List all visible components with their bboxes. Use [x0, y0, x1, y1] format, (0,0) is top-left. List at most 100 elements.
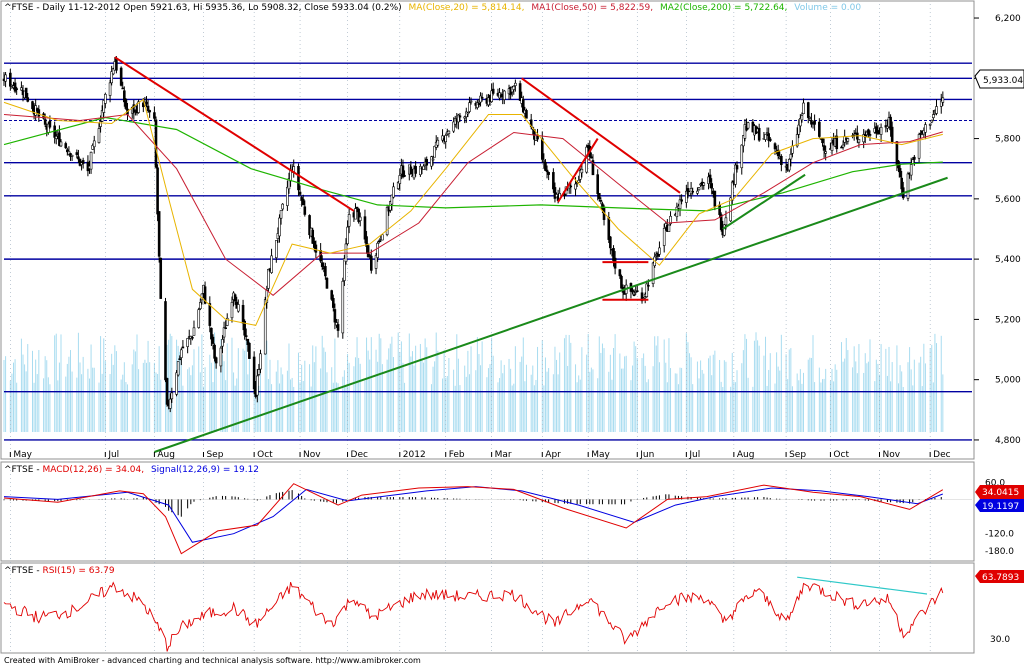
candle-body [341, 280, 345, 334]
candle-body [799, 118, 802, 127]
candle-body [154, 119, 158, 168]
candle-body [119, 67, 123, 86]
candle-body [370, 255, 373, 271]
candle-body [286, 186, 289, 206]
candle-body [669, 215, 672, 225]
candle-body [392, 186, 395, 198]
candle-body [857, 139, 861, 143]
trend-line [521, 77, 681, 194]
candle-body [553, 187, 557, 199]
candle-body [54, 136, 58, 139]
candle-body [241, 304, 245, 324]
candle-body [724, 217, 728, 226]
trend-lines [114, 56, 948, 453]
ma200-line [3, 116, 943, 212]
candle-body [675, 206, 679, 218]
candle-body [221, 339, 224, 347]
volume-legend: Volume = 0.00 [794, 3, 861, 13]
candle-body [99, 121, 102, 127]
candle-body [569, 185, 573, 188]
candle-body [521, 99, 525, 113]
candle-body [578, 169, 582, 180]
candle-body [545, 169, 549, 173]
x-tick-label: Sep [789, 450, 806, 460]
candle-body [275, 240, 278, 258]
x-tick-label: Dec [933, 450, 950, 460]
trend-line [114, 56, 355, 212]
candle-body [311, 229, 315, 244]
rsi-y-tick-label: 30.0 [990, 635, 1010, 645]
candle-body [708, 174, 712, 183]
candle-body [729, 197, 732, 222]
x-tick-label: Aug [737, 450, 755, 460]
candle-body [540, 138, 544, 160]
candle-body [780, 155, 783, 165]
candle-body [213, 344, 216, 359]
candle-body [479, 95, 482, 103]
candle-body [580, 168, 584, 174]
candle-body [354, 208, 357, 220]
candle-body [314, 244, 318, 253]
candle-body [658, 247, 661, 255]
rsi-panel-frame [0, 562, 975, 654]
price-header-prefix: ^FTSE - Daily 11-12-2012 Open 5921.63, H… [4, 3, 402, 13]
candle-body [789, 153, 793, 160]
candle-body [191, 336, 194, 339]
candle-body [301, 198, 305, 206]
candle-body [124, 99, 128, 109]
candle-body [374, 255, 378, 269]
candle-body [366, 245, 370, 258]
candle-body [67, 151, 71, 155]
candle-body [635, 290, 639, 293]
candle-body [514, 82, 517, 86]
candle-body [868, 134, 872, 136]
axis-labels: May Jul Aug Sep Oct Nov Dec 2012 Feb Mar Apr May Jun… [9, 14, 1021, 645]
footer-credit: Created with AmiBroker - advanced charti… [4, 656, 421, 665]
candle-body [773, 143, 777, 150]
candle-body [78, 158, 82, 166]
candle-body [24, 87, 28, 99]
candle-body [913, 156, 916, 160]
candle-body [631, 289, 634, 293]
x-tick-label: Jun [639, 450, 654, 460]
candle-body [197, 309, 201, 328]
candle-body [148, 110, 151, 113]
macd-panel-frame [0, 461, 975, 562]
candle-body [768, 138, 772, 141]
macd-value-flag: 34.0415 [975, 485, 1024, 499]
candle-body [246, 338, 250, 346]
candle-body [662, 228, 666, 246]
candle-body [490, 90, 493, 103]
candle-body [900, 177, 903, 190]
candle-body [542, 160, 546, 162]
candle-body [210, 327, 213, 340]
price-y-tick-label: 5,000 [995, 376, 1021, 386]
candle-body [97, 128, 101, 143]
candle-body [840, 146, 843, 149]
price-series [2, 56, 945, 413]
candle-body [278, 217, 281, 237]
candle-body [436, 139, 440, 146]
candle-body [336, 324, 340, 331]
candle-body [363, 216, 367, 240]
rsi-header: ^FTSE - RSI(15) = 63.79 [4, 566, 115, 576]
rsi-series [3, 576, 944, 652]
x-tick-label: Apr [545, 450, 561, 460]
candle-body [390, 194, 394, 205]
price-y-tick-label: 5,600 [995, 195, 1021, 205]
candle-body [697, 187, 701, 191]
candle-body [468, 102, 471, 112]
x-tick-label: Sep [206, 450, 223, 460]
candle-body [186, 338, 189, 347]
candle-body [164, 301, 167, 381]
candle-body [324, 266, 327, 277]
ma200-legend: MA2(Close,200) = 5,722.64, [660, 3, 787, 13]
candle-body [806, 102, 810, 118]
candle-body [607, 217, 611, 240]
candle-body [757, 127, 761, 141]
price-y-tick-label: 5,400 [995, 255, 1021, 265]
macd-series [3, 483, 972, 555]
candle-body [343, 258, 346, 281]
candle-body [895, 141, 899, 165]
x-tick-label: May [13, 450, 32, 460]
